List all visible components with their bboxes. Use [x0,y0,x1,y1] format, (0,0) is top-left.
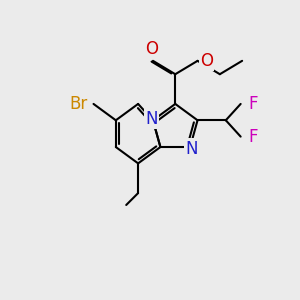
Text: F: F [248,95,258,113]
Text: N: N [145,110,158,128]
Text: O: O [145,40,158,58]
Text: O: O [200,52,213,70]
Text: F: F [248,128,258,146]
Text: Br: Br [69,95,88,113]
Text: N: N [185,140,198,158]
